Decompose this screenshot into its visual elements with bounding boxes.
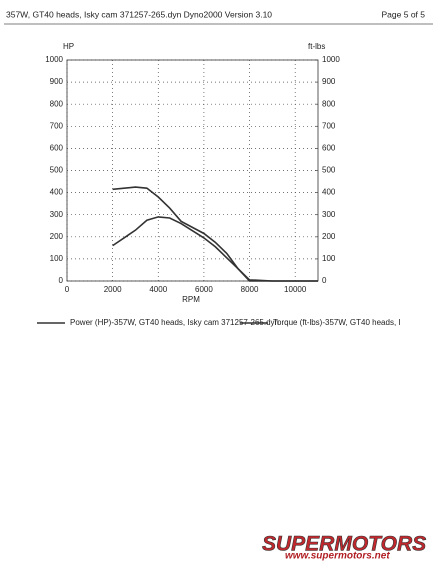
y-tick-label: 800: [50, 99, 64, 108]
x-tick-label: 4000: [149, 285, 167, 294]
y2-tick-label: 500: [322, 166, 336, 175]
y-tick-label: 1000: [45, 55, 63, 64]
y-tick-label: 900: [50, 77, 64, 86]
y-tick-label: 0: [59, 276, 64, 285]
y2-tick-label: 600: [322, 144, 336, 153]
y2-axis-label: ft-lbs: [308, 42, 325, 51]
plot-frame: [66, 59, 319, 282]
x-tick-label: 6000: [195, 285, 213, 294]
y2-tick-label: 700: [322, 121, 336, 130]
x-tick-label: 2000: [104, 285, 122, 294]
watermark-url: www.supermotors.net: [285, 551, 390, 562]
y2-tick-label: 800: [322, 99, 336, 108]
y-tick-label: 200: [50, 232, 64, 241]
x-tick-label: 10000: [284, 285, 307, 294]
y2-tick-label: 300: [322, 210, 336, 219]
y2-tick-label: 400: [322, 188, 336, 197]
y2-tick-label: 0: [322, 276, 327, 285]
y2-tick-label: 900: [322, 77, 336, 86]
y2-tick-label: 200: [322, 232, 336, 241]
header-title: 357W, GT40 heads, Isky cam 371257-265.dy…: [6, 9, 272, 19]
page-number: Page 5 of 5: [382, 9, 426, 19]
x-tick-label: 0: [65, 285, 70, 294]
series-line: [112, 186, 318, 282]
y2-tick-label: 1000: [322, 55, 340, 64]
y2-tick-label: 100: [322, 254, 336, 263]
y-tick-label: 300: [50, 210, 64, 219]
legend-label: Power (HP)-357W, GT40 heads, Isky cam 37…: [70, 318, 279, 327]
watermark-brand: SUPERMOTORS: [262, 533, 426, 556]
x-tick-label: 8000: [241, 285, 259, 294]
y-tick-label: 400: [50, 188, 64, 197]
x-axis-label: RPM: [182, 295, 200, 304]
y-axis-label: HP: [63, 42, 74, 51]
legend-label: Torque (ft-lbs)-357W, GT40 heads, I: [273, 318, 401, 327]
y-tick-label: 100: [50, 254, 64, 263]
y-tick-label: 600: [50, 144, 64, 153]
y-tick-label: 700: [50, 121, 64, 130]
y-tick-label: 500: [50, 166, 64, 175]
series-line: [112, 216, 318, 282]
